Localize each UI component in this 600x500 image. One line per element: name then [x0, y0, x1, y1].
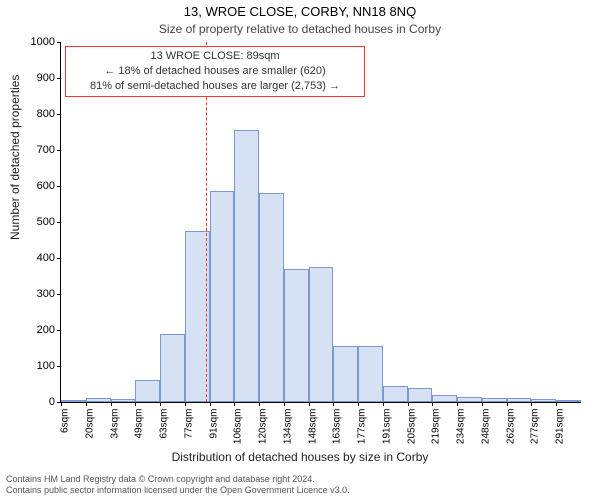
histogram-bar [531, 399, 556, 402]
x-tick-mark [556, 402, 557, 406]
y-tick-mark [57, 114, 61, 115]
x-axis-label: Distribution of detached houses by size … [0, 450, 600, 464]
y-tick-label: 1000 [21, 36, 55, 48]
y-tick-mark [57, 294, 61, 295]
x-tick-mark [61, 402, 62, 406]
histogram-bar [86, 398, 111, 402]
x-tick-mark [383, 402, 384, 406]
histogram-bar [61, 400, 86, 402]
plot-area: 010020030040050060070080090010006sqm20sq… [60, 42, 581, 403]
histogram-bar [135, 380, 160, 402]
x-tick-mark [160, 402, 161, 406]
x-tick-mark [432, 402, 433, 406]
x-tick-label: 34sqm [109, 409, 120, 449]
y-tick-label: 100 [21, 360, 55, 372]
y-tick-mark [57, 78, 61, 79]
y-tick-mark [57, 186, 61, 187]
y-tick-label: 900 [21, 72, 55, 84]
x-tick-mark [358, 402, 359, 406]
y-tick-mark [57, 150, 61, 151]
x-tick-label: 219sqm [431, 409, 442, 449]
histogram-bar [309, 267, 334, 402]
histogram-bar [507, 398, 532, 402]
histogram-bar [234, 130, 259, 402]
histogram-bar [408, 388, 433, 402]
y-tick-label: 500 [21, 216, 55, 228]
chart-title: 13, WROE CLOSE, CORBY, NN18 8NQ [0, 4, 600, 19]
x-tick-mark [531, 402, 532, 406]
y-tick-mark [57, 222, 61, 223]
histogram-bar [358, 346, 383, 402]
x-tick-label: 248sqm [480, 409, 491, 449]
histogram-bar [556, 400, 581, 402]
x-tick-mark [234, 402, 235, 406]
histogram-bar [383, 386, 408, 402]
x-tick-mark [309, 402, 310, 406]
y-tick-label: 0 [21, 396, 55, 408]
x-tick-mark [507, 402, 508, 406]
x-tick-label: 134sqm [282, 409, 293, 449]
x-tick-label: 20sqm [84, 409, 95, 449]
annotation-box: 13 WROE CLOSE: 89sqm← 18% of detached ho… [65, 46, 365, 97]
y-tick-mark [57, 42, 61, 43]
histogram-bar [210, 191, 235, 402]
y-tick-mark [57, 366, 61, 367]
x-tick-label: 106sqm [233, 409, 244, 449]
y-tick-label: 600 [21, 180, 55, 192]
histogram-bar [432, 395, 457, 402]
y-axis-label: Number of detached properties [8, 75, 22, 240]
x-tick-label: 234sqm [456, 409, 467, 449]
x-tick-mark [482, 402, 483, 406]
x-tick-mark [333, 402, 334, 406]
x-tick-mark [185, 402, 186, 406]
histogram-bar [160, 334, 185, 402]
x-tick-mark [408, 402, 409, 406]
x-tick-label: 191sqm [381, 409, 392, 449]
x-tick-label: 91sqm [208, 409, 219, 449]
annotation-line: ← 18% of detached houses are smaller (62… [72, 64, 358, 79]
x-tick-mark [210, 402, 211, 406]
histogram-bar [284, 269, 309, 402]
y-tick-label: 200 [21, 324, 55, 336]
y-tick-label: 800 [21, 108, 55, 120]
y-tick-mark [57, 258, 61, 259]
x-tick-label: 205sqm [406, 409, 417, 449]
x-tick-label: 148sqm [307, 409, 318, 449]
footer-line-2: Contains public sector information licen… [6, 485, 350, 496]
x-tick-mark [111, 402, 112, 406]
histogram-bar [482, 398, 507, 402]
x-tick-mark [86, 402, 87, 406]
x-tick-label: 63sqm [159, 409, 170, 449]
chart-subtitle: Size of property relative to detached ho… [0, 22, 600, 36]
x-tick-label: 291sqm [555, 409, 566, 449]
x-tick-label: 120sqm [258, 409, 269, 449]
x-tick-label: 177sqm [357, 409, 368, 449]
histogram-bar [457, 397, 482, 402]
footer-line-1: Contains HM Land Registry data © Crown c… [6, 474, 350, 485]
y-tick-label: 400 [21, 252, 55, 264]
histogram-bar [111, 399, 136, 402]
x-tick-label: 49sqm [134, 409, 145, 449]
annotation-line: 81% of semi-detached houses are larger (… [72, 79, 358, 94]
x-tick-label: 277sqm [530, 409, 541, 449]
x-tick-mark [457, 402, 458, 406]
y-tick-mark [57, 330, 61, 331]
y-tick-label: 300 [21, 288, 55, 300]
x-tick-label: 77sqm [183, 409, 194, 449]
x-tick-mark [259, 402, 260, 406]
y-tick-label: 700 [21, 144, 55, 156]
annotation-line: 13 WROE CLOSE: 89sqm [72, 49, 358, 64]
x-tick-mark [284, 402, 285, 406]
x-tick-label: 262sqm [505, 409, 516, 449]
figure: 13, WROE CLOSE, CORBY, NN18 8NQ Size of … [0, 0, 600, 500]
x-tick-label: 163sqm [332, 409, 343, 449]
footer-attribution: Contains HM Land Registry data © Crown c… [6, 474, 350, 496]
x-tick-label: 6sqm [60, 409, 71, 449]
x-tick-mark [135, 402, 136, 406]
histogram-bar [333, 346, 358, 402]
histogram-bar [259, 193, 284, 402]
